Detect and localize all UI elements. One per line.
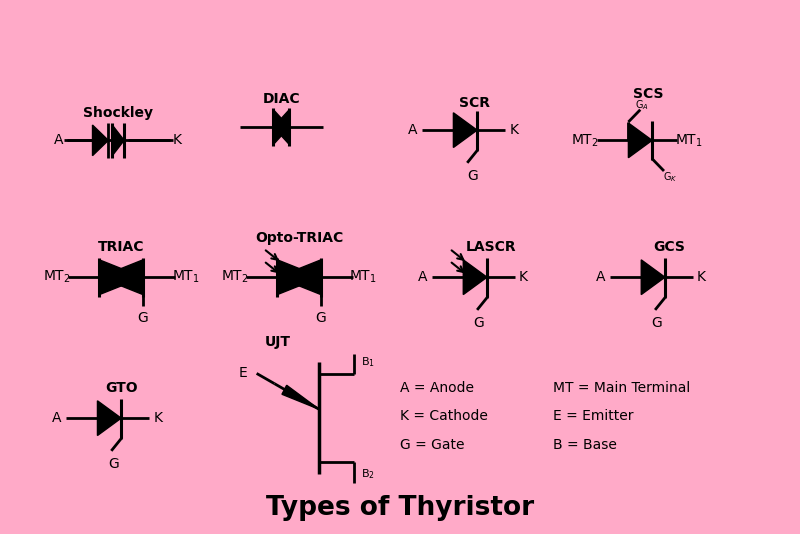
Polygon shape bbox=[628, 123, 652, 158]
Text: G: G bbox=[652, 316, 662, 330]
Text: E: E bbox=[238, 366, 247, 380]
Text: MT$_1$: MT$_1$ bbox=[350, 269, 378, 285]
Polygon shape bbox=[274, 109, 290, 144]
Polygon shape bbox=[282, 386, 319, 409]
Text: MT$_2$: MT$_2$ bbox=[571, 132, 598, 148]
Text: MT$_2$: MT$_2$ bbox=[221, 269, 249, 285]
Text: G: G bbox=[315, 311, 326, 325]
Text: A = Anode: A = Anode bbox=[400, 381, 474, 395]
Text: A: A bbox=[408, 123, 418, 137]
Text: A: A bbox=[596, 270, 606, 284]
Text: K: K bbox=[173, 134, 182, 147]
Text: G: G bbox=[108, 457, 118, 471]
Text: Opto-TRIAC: Opto-TRIAC bbox=[255, 231, 343, 246]
Polygon shape bbox=[642, 260, 665, 295]
Text: B$_2$: B$_2$ bbox=[362, 467, 375, 481]
Text: K = Cathode: K = Cathode bbox=[400, 409, 488, 423]
Text: Shockley: Shockley bbox=[83, 106, 154, 120]
Polygon shape bbox=[274, 109, 290, 144]
Text: MT$_1$: MT$_1$ bbox=[171, 269, 199, 285]
Text: LASCR: LASCR bbox=[466, 240, 516, 254]
Polygon shape bbox=[454, 113, 477, 147]
Text: A: A bbox=[54, 134, 64, 147]
Polygon shape bbox=[99, 260, 143, 295]
Polygon shape bbox=[99, 260, 143, 295]
Polygon shape bbox=[112, 125, 124, 156]
Text: B$_1$: B$_1$ bbox=[362, 355, 375, 369]
Polygon shape bbox=[278, 260, 321, 295]
Polygon shape bbox=[93, 125, 108, 156]
Text: K: K bbox=[154, 411, 162, 425]
Text: G: G bbox=[138, 311, 148, 325]
Text: SCR: SCR bbox=[458, 96, 490, 109]
Text: MT$_2$: MT$_2$ bbox=[43, 269, 71, 285]
Text: Types of Thyristor: Types of Thyristor bbox=[266, 495, 534, 521]
Text: G$_K$: G$_K$ bbox=[662, 170, 677, 184]
Text: SCS: SCS bbox=[633, 88, 663, 101]
Text: DIAC: DIAC bbox=[262, 92, 300, 106]
Text: G$_A$: G$_A$ bbox=[635, 98, 649, 112]
Polygon shape bbox=[463, 260, 487, 295]
Text: G: G bbox=[474, 316, 485, 330]
Text: UJT: UJT bbox=[264, 335, 290, 349]
Text: K: K bbox=[697, 270, 706, 284]
Text: MT$_1$: MT$_1$ bbox=[674, 132, 702, 148]
Text: A: A bbox=[52, 411, 62, 425]
Text: G: G bbox=[467, 169, 478, 183]
Text: E = Emitter: E = Emitter bbox=[554, 409, 634, 423]
Text: B = Base: B = Base bbox=[554, 438, 617, 452]
Polygon shape bbox=[278, 260, 321, 295]
Polygon shape bbox=[98, 401, 121, 436]
Text: G = Gate: G = Gate bbox=[400, 438, 465, 452]
Text: TRIAC: TRIAC bbox=[98, 240, 145, 254]
Text: GCS: GCS bbox=[653, 240, 685, 254]
Text: K: K bbox=[519, 270, 528, 284]
Text: GTO: GTO bbox=[105, 381, 138, 395]
Text: A: A bbox=[418, 270, 427, 284]
Text: K: K bbox=[510, 123, 518, 137]
Text: MT = Main Terminal: MT = Main Terminal bbox=[554, 381, 690, 395]
